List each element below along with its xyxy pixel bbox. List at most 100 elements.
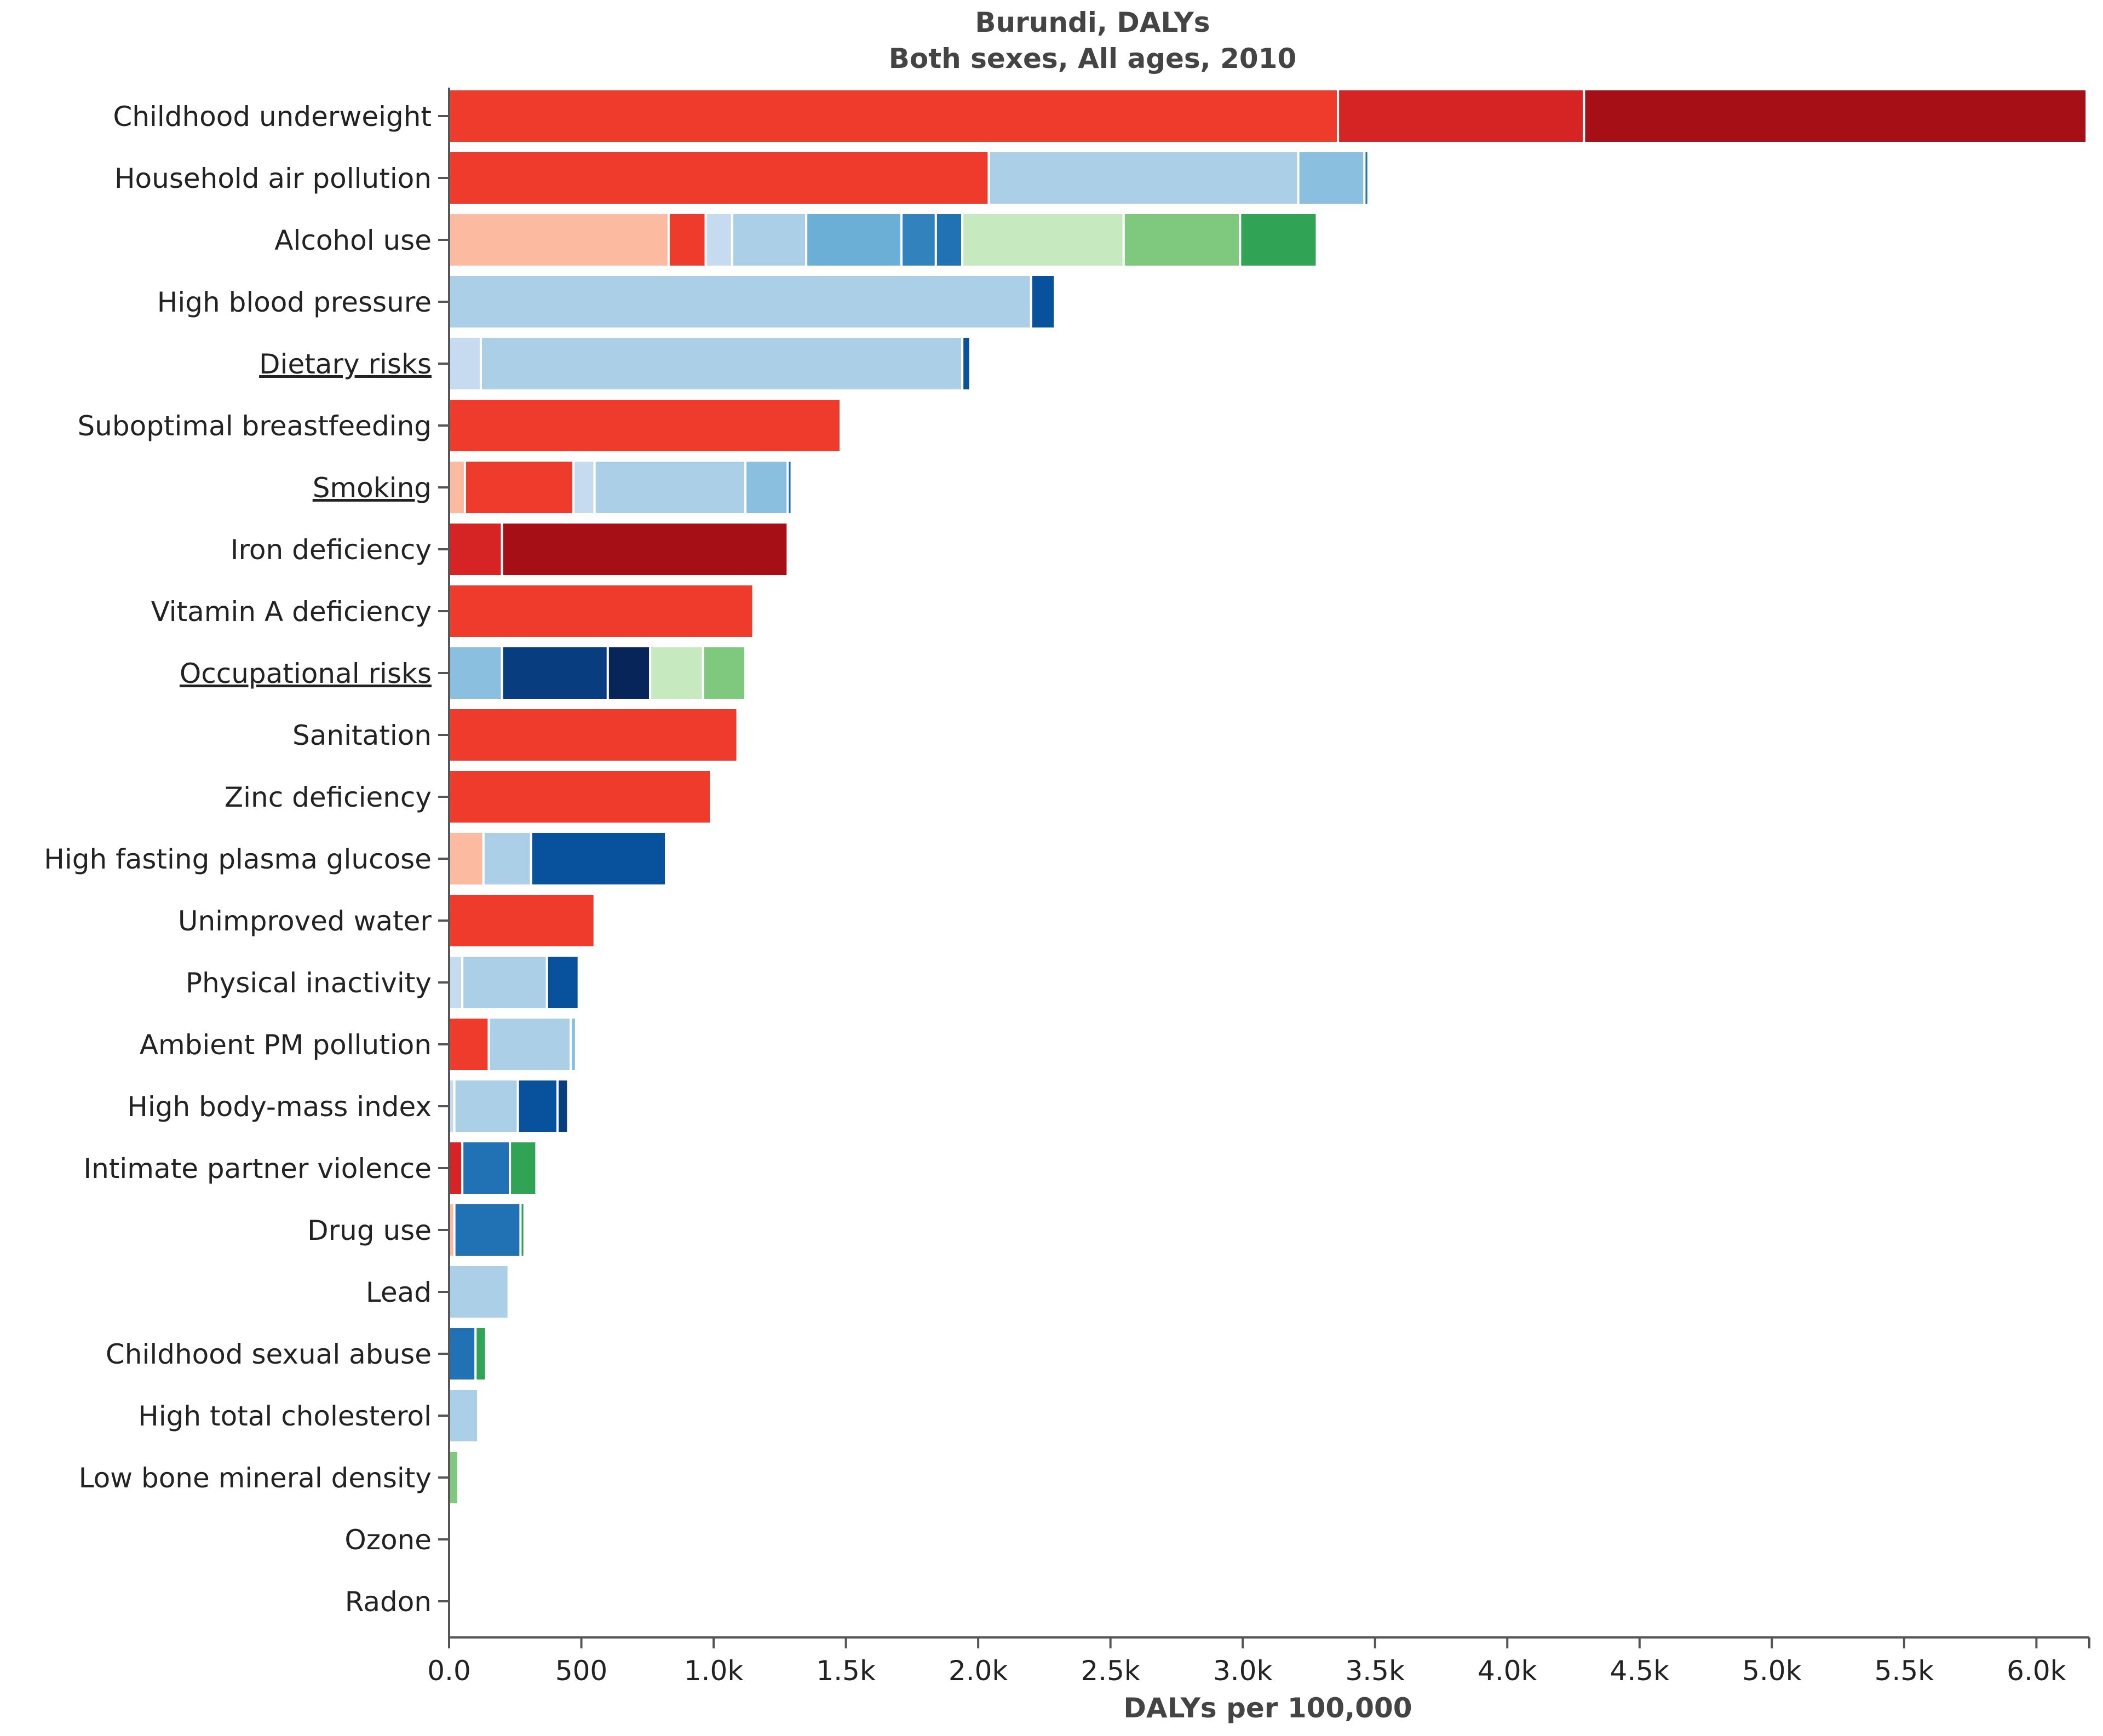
bar-segment-suboptimal-breastfeeding-1[interactable] bbox=[448, 398, 842, 453]
x-tick-label-5-5k: 5.5k bbox=[1875, 1655, 1934, 1687]
y-label-suboptimal-breastfeeding: Suboptimal breastfeeding bbox=[77, 410, 432, 442]
bar-segment-low-bone-mineral-density-1[interactable] bbox=[448, 1450, 459, 1505]
bar-segment-alcohol-use-9[interactable] bbox=[1122, 212, 1242, 268]
bar-segment-drug-use-2[interactable] bbox=[453, 1202, 522, 1258]
bar-segment-alcohol-use-10[interactable] bbox=[1239, 212, 1318, 268]
bar-segment-household-air-pollution-1[interactable] bbox=[448, 150, 990, 206]
bar-segment-alcohol-use-6[interactable] bbox=[900, 212, 937, 268]
bar-segment-alcohol-use-2[interactable] bbox=[667, 212, 707, 268]
bar-segment-ambient-pm-pollution-1[interactable] bbox=[448, 1016, 490, 1072]
bar-segment-ambient-pm-pollution-3[interactable] bbox=[570, 1016, 577, 1072]
bar-segment-household-air-pollution-3[interactable] bbox=[1297, 150, 1366, 206]
bar-segment-unimproved-water-1[interactable] bbox=[448, 893, 596, 949]
bar-segment-dietary-risks-2[interactable] bbox=[479, 336, 964, 392]
bars-group bbox=[448, 88, 2088, 1505]
bar-segment-iron-deficiency-1[interactable] bbox=[448, 521, 503, 577]
y-label-radon: Radon bbox=[345, 1586, 432, 1618]
bar-segment-high-total-cholesterol-1[interactable] bbox=[448, 1388, 480, 1444]
bar-segment-household-air-pollution-2[interactable] bbox=[987, 150, 1300, 206]
y-label-high-total-cholesterol: High total cholesterol bbox=[138, 1400, 432, 1432]
y-label-ambient-pm-pollution: Ambient PM pollution bbox=[140, 1029, 432, 1061]
y-label-ozone: Ozone bbox=[344, 1524, 432, 1556]
x-tick-label-5-0k: 5.0k bbox=[1742, 1655, 1802, 1687]
bar-segment-smoking-1[interactable] bbox=[448, 459, 466, 515]
bar-segment-intimate-partner-violence-1[interactable] bbox=[448, 1140, 464, 1196]
bar-segment-high-body-mass-index-3[interactable] bbox=[516, 1078, 559, 1134]
bar-segment-high-fasting-plasma-glucose-1[interactable] bbox=[448, 831, 485, 887]
y-label-physical-inactivity: Physical inactivity bbox=[186, 967, 432, 999]
y-label-unimproved-water: Unimproved water bbox=[178, 905, 432, 937]
bar-segment-occupational-risks-5[interactable] bbox=[702, 645, 747, 701]
y-label-household-air-pollution: Household air pollution bbox=[114, 163, 432, 194]
bar-segment-occupational-risks-2[interactable] bbox=[501, 645, 609, 701]
y-label-occupational-risks[interactable]: Occupational risks bbox=[180, 658, 432, 689]
x-tick-label-1-0k: 1.0k bbox=[684, 1655, 744, 1687]
y-label-smoking[interactable]: Smoking bbox=[313, 472, 432, 504]
y-label-childhood-sexual-abuse: Childhood sexual abuse bbox=[106, 1338, 432, 1370]
bar-segment-childhood-sexual-abuse-1[interactable] bbox=[448, 1326, 477, 1382]
y-label-low-bone-mineral-density: Low bone mineral density bbox=[79, 1462, 432, 1494]
y-label-childhood-underweight: Childhood underweight bbox=[113, 101, 432, 133]
x-axis-ticks: 0.0 500 1.0k 1.5k 2.0k 2.5k 3.0k 3.5k 4.0k 4.5k 5.… bbox=[427, 1637, 2090, 1687]
x-tick-label-4-0k: 4.0k bbox=[1478, 1655, 1537, 1687]
bar-segment-high-blood-pressure-2[interactable] bbox=[1030, 274, 1056, 330]
bar-segment-childhood-sexual-abuse-2[interactable] bbox=[474, 1326, 487, 1382]
bar-segment-physical-inactivity-2[interactable] bbox=[461, 955, 548, 1010]
y-label-alcohol-use: Alcohol use bbox=[274, 225, 432, 256]
bar-segment-occupational-risks-4[interactable] bbox=[649, 645, 704, 701]
x-tick-label-6-0k: 6.0k bbox=[2007, 1655, 2066, 1687]
bar-segment-high-fasting-plasma-glucose-2[interactable] bbox=[482, 831, 532, 887]
bar-segment-sanitation-1[interactable] bbox=[448, 707, 739, 763]
bar-segment-iron-deficiency-2[interactable] bbox=[501, 521, 789, 577]
bar-segment-physical-inactivity-3[interactable] bbox=[545, 955, 580, 1010]
bar-segment-childhood-underweight-3[interactable] bbox=[1583, 88, 2088, 144]
y-label-sanitation: Sanitation bbox=[292, 720, 432, 751]
bar-segment-physical-inactivity-1[interactable] bbox=[448, 955, 464, 1010]
bar-segment-vitamin-a-deficiency-1[interactable] bbox=[448, 583, 755, 639]
bar-segment-dietary-risks-1[interactable] bbox=[448, 336, 482, 392]
y-label-intimate-partner-violence: Intimate partner violence bbox=[83, 1153, 432, 1185]
bar-segment-high-body-mass-index-4[interactable] bbox=[556, 1078, 570, 1134]
bar-segment-childhood-underweight-1[interactable] bbox=[448, 88, 1340, 144]
y-label-high-blood-pressure: High blood pressure bbox=[157, 286, 432, 318]
bar-segment-smoking-4[interactable] bbox=[593, 459, 747, 515]
bar-segment-intimate-partner-violence-3[interactable] bbox=[509, 1140, 538, 1196]
bar-segment-household-air-pollution-4[interactable] bbox=[1363, 150, 1370, 206]
x-axis-label: DALYs per 100,000 bbox=[1123, 1692, 1412, 1724]
bar-segment-alcohol-use-1[interactable] bbox=[448, 212, 670, 268]
bar-segment-smoking-2[interactable] bbox=[463, 459, 575, 515]
x-tick-label-2-0k: 2.0k bbox=[949, 1655, 1008, 1687]
bar-segment-dietary-risks-3[interactable] bbox=[961, 336, 972, 392]
y-label-high-fasting-plasma-glucose: High fasting plasma glucose bbox=[44, 843, 432, 875]
bar-segment-high-body-mass-index-2[interactable] bbox=[453, 1078, 519, 1134]
bar-segment-smoking-5[interactable] bbox=[744, 459, 789, 515]
bar-segment-intimate-partner-violence-2[interactable] bbox=[461, 1140, 512, 1196]
bar-segment-high-fasting-plasma-glucose-3[interactable] bbox=[530, 831, 668, 887]
bar-segment-smoking-6[interactable] bbox=[786, 459, 793, 515]
bar-segment-smoking-3[interactable] bbox=[572, 459, 596, 515]
bar-segment-ambient-pm-pollution-2[interactable] bbox=[487, 1016, 572, 1072]
bar-segment-high-blood-pressure-1[interactable] bbox=[448, 274, 1032, 330]
bar-segment-zinc-deficiency-1[interactable] bbox=[448, 769, 713, 825]
x-tick-label-500: 500 bbox=[555, 1655, 607, 1687]
y-axis-labels: Childhood underweight Household air pollu… bbox=[44, 101, 449, 1618]
bar-segment-alcohol-use-7[interactable] bbox=[934, 212, 964, 268]
x-tick-label-2-5k: 2.5k bbox=[1081, 1655, 1140, 1687]
bar-segment-alcohol-use-8[interactable] bbox=[961, 212, 1125, 268]
y-label-high-body-mass-index: High body-mass index bbox=[127, 1091, 432, 1123]
bar-segment-occupational-risks-3[interactable] bbox=[606, 645, 652, 701]
y-label-drug-use: Drug use bbox=[307, 1215, 432, 1246]
x-tick-label-3-0k: 3.0k bbox=[1213, 1655, 1273, 1687]
x-tick-label-3-5k: 3.5k bbox=[1345, 1655, 1405, 1687]
bar-segment-lead-1[interactable] bbox=[448, 1264, 510, 1320]
bar-segment-alcohol-use-3[interactable] bbox=[704, 212, 733, 268]
chart-subtitle: Both sexes, All ages, 2010 bbox=[889, 43, 1297, 74]
y-label-dietary-risks[interactable]: Dietary risks bbox=[259, 348, 432, 380]
bar-segment-drug-use-3[interactable] bbox=[519, 1202, 526, 1258]
bar-segment-childhood-underweight-2[interactable] bbox=[1337, 88, 1585, 144]
bar-segment-alcohol-use-5[interactable] bbox=[805, 212, 903, 268]
bar-segment-alcohol-use-4[interactable] bbox=[731, 212, 808, 268]
bar-segment-occupational-risks-1[interactable] bbox=[448, 645, 503, 701]
y-label-zinc-deficiency: Zinc deficiency bbox=[225, 781, 432, 813]
